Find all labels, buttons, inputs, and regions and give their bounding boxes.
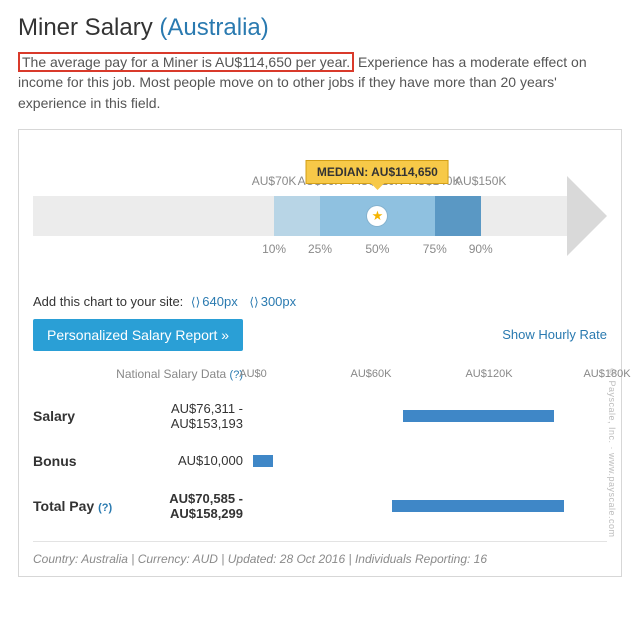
show-hourly-link[interactable]: Show Hourly Rate [502, 327, 607, 342]
percentile-segment [274, 196, 320, 236]
title-region: (Australia) [159, 14, 268, 41]
percentile-segment [435, 196, 481, 236]
range-row-value: AU$70,585 - AU$158,299 [131, 481, 243, 531]
title-text: Miner Salary [18, 14, 153, 41]
embed-link-300[interactable]: ⟨⟩300px [249, 294, 296, 309]
axis-bottom-tick: 75% [423, 242, 447, 256]
axis-bottom-tick: 25% [308, 242, 332, 256]
range-row-bar [253, 396, 607, 436]
highlighted-sentence: The average pay for a Miner is AU$114,65… [18, 52, 354, 72]
help-icon[interactable]: (?) [98, 502, 112, 514]
axis-bottom-tick: 50% [365, 242, 389, 256]
axis-top-tick: AU$150K [455, 174, 506, 188]
code-icon: ⟨⟩ [191, 295, 200, 309]
footnote: Country: Australia | Currency: AUD | Upd… [33, 552, 607, 566]
personalized-report-button[interactable]: Personalized Salary Report » [33, 319, 243, 351]
axis-tick: AU$60K [351, 368, 392, 380]
embed-size-1: 640px [202, 294, 237, 309]
range-row-bar [253, 441, 607, 481]
embed-size-2: 300px [261, 294, 296, 309]
range-chart: © Payscale, Inc. · www.payscale.com Nati… [33, 363, 607, 542]
embed-prefix: Add this chart to your site: [33, 294, 183, 309]
arrow-head-icon [567, 176, 607, 256]
axis-bottom-tick: 90% [469, 242, 493, 256]
range-row-value: AU$10,000 [131, 443, 243, 478]
median-tag: MEDIAN: AU$114,650 [306, 160, 449, 184]
axis-tick: AU$120K [465, 368, 512, 380]
axis-tick: AU$0 [239, 368, 267, 380]
range-bar [253, 455, 273, 467]
range-bar [403, 410, 554, 422]
axis-bottom-tick: 10% [262, 242, 286, 256]
code-icon: ⟨⟩ [249, 295, 258, 309]
range-row-label: Total Pay (?) [33, 488, 121, 524]
percentile-chart: AU$70KAU$86KAU$110KAU$140KAU$150K10%25%5… [33, 156, 607, 266]
salary-card: AU$70KAU$86KAU$110KAU$140KAU$150K10%25%5… [18, 129, 622, 577]
range-row-label: Salary [33, 398, 121, 434]
median-marker: ★ [367, 206, 387, 226]
range-row-label: Bonus [33, 443, 121, 479]
range-row-value: AU$76,311 - AU$153,193 [131, 391, 243, 441]
range-axis: AU$0AU$60KAU$120KAU$180K [253, 368, 607, 386]
axis-tick: AU$180K [583, 368, 630, 380]
range-bar [392, 500, 565, 512]
range-header: National Salary Data (?) [33, 363, 243, 391]
page-title: Miner Salary (Australia) [18, 14, 622, 42]
intro-paragraph: The average pay for a Miner is AU$114,65… [18, 52, 622, 113]
actions-row: Personalized Salary Report » Show Hourly… [33, 319, 607, 351]
range-row-bar [253, 486, 607, 526]
star-icon: ★ [372, 208, 384, 224]
axis-top-tick: AU$70K [252, 174, 297, 188]
embed-link-640[interactable]: ⟨⟩640px [191, 294, 238, 309]
embed-row: Add this chart to your site: ⟨⟩640px ⟨⟩3… [33, 294, 607, 309]
